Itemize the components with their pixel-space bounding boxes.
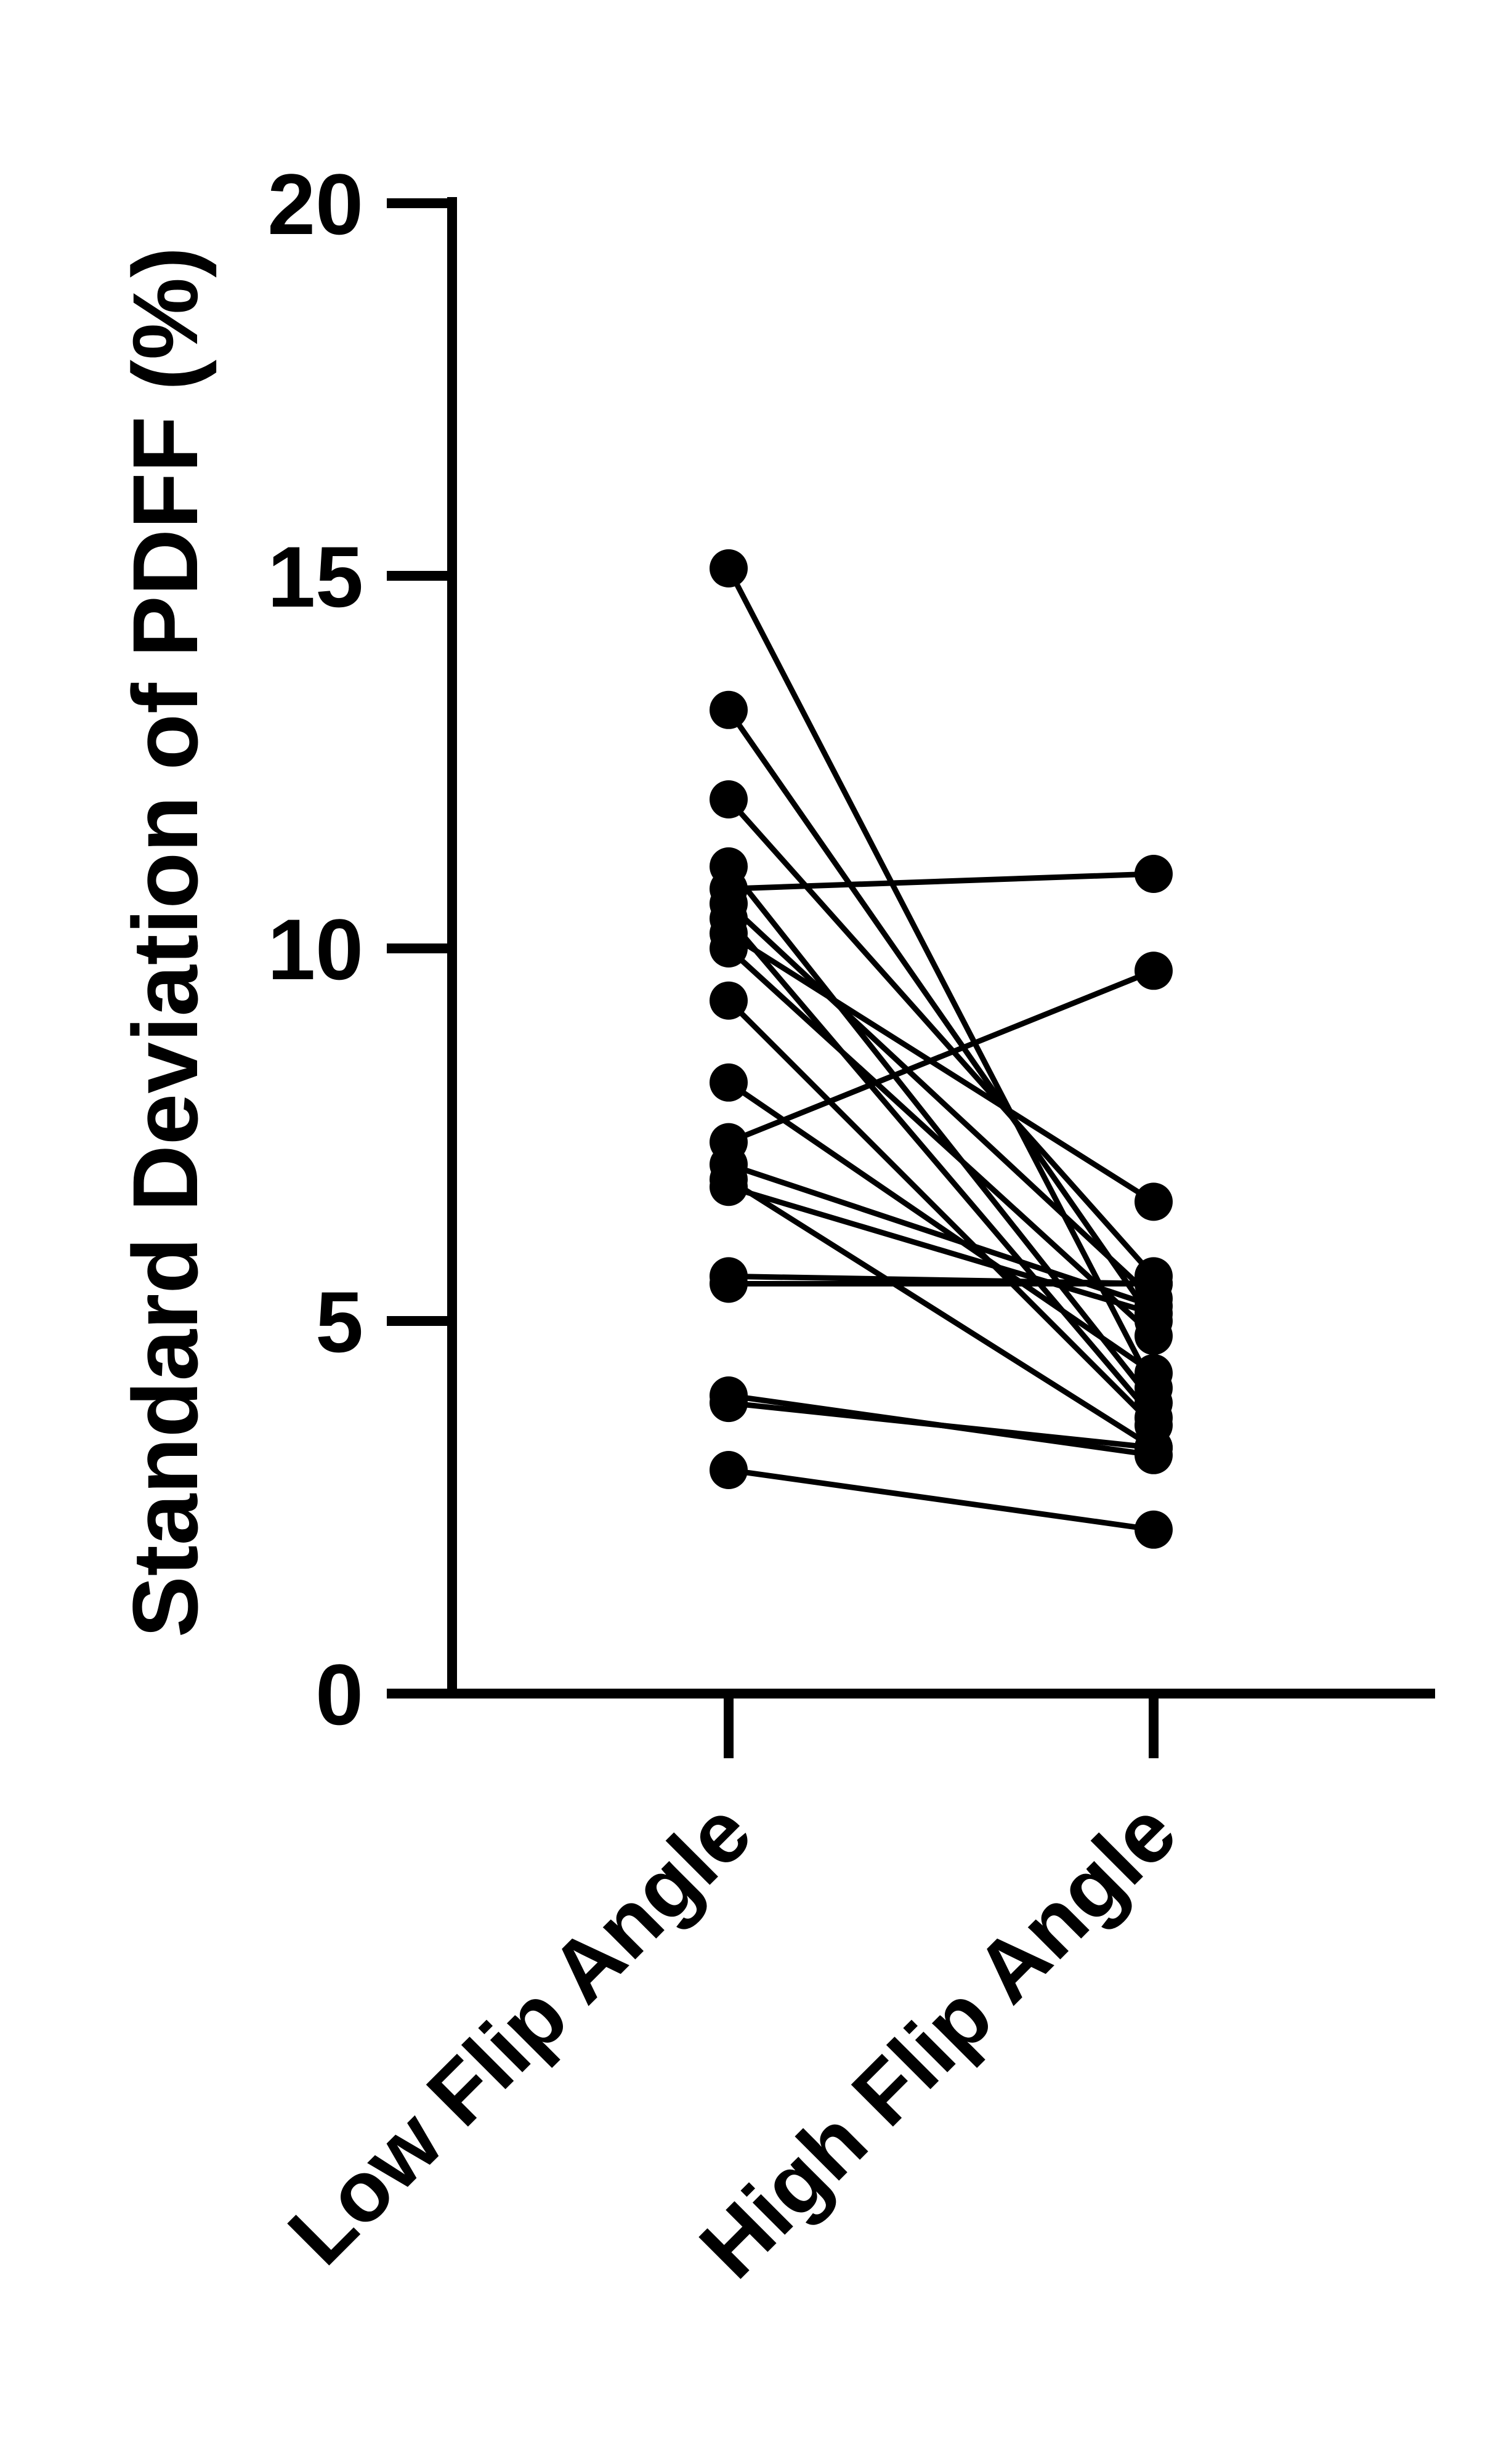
pair-line <box>726 798 1156 1278</box>
pair-line <box>728 1400 1154 1451</box>
pair-line <box>727 1080 1155 1376</box>
pair-line <box>726 567 1156 1389</box>
point-high-flip-angle <box>1135 1182 1173 1221</box>
pair-lines <box>726 567 1156 1533</box>
pair-line <box>726 902 1156 1301</box>
pair-line <box>726 946 1156 1338</box>
pair-line <box>728 1467 1154 1533</box>
point-high-flip-angle <box>1135 855 1173 893</box>
pair-line <box>728 871 1154 892</box>
pair-line <box>727 1184 1155 1317</box>
y-tick-label: 0 <box>315 1646 363 1743</box>
y-tick-label: 5 <box>315 1274 363 1370</box>
pair-line <box>727 931 1155 1205</box>
pair-line <box>726 708 1156 1323</box>
point-low-flip-angle <box>710 690 748 729</box>
point-low-flip-angle <box>710 981 748 1020</box>
point-low-flip-angle <box>710 1168 748 1206</box>
pair-line <box>726 865 1156 1405</box>
pair-line <box>726 998 1156 1428</box>
point-high-flip-angle <box>1135 1294 1173 1333</box>
point-low-flip-angle <box>710 1451 748 1489</box>
y-tick-label: 10 <box>267 901 363 998</box>
pair-line <box>727 968 1155 1145</box>
x-category-label: Low Flip Angle <box>270 1783 769 2282</box>
pair-line <box>727 1177 1155 1450</box>
point-low-flip-angle <box>710 929 748 967</box>
point-high-flip-angle <box>1135 951 1173 990</box>
y-axis-title: Standard Deviation of PDFF (%) <box>113 247 217 1638</box>
point-low-flip-angle <box>710 1063 748 1102</box>
point-low-flip-angle <box>710 1384 748 1423</box>
point-low-flip-angle <box>710 1264 748 1303</box>
pair-line <box>726 916 1156 1420</box>
data-points <box>710 549 1173 1549</box>
y-tick-label: 20 <box>267 156 363 252</box>
point-low-flip-angle <box>710 549 748 588</box>
point-high-flip-angle <box>1135 1428 1173 1467</box>
y-ticks: 0 5 10 15 20 <box>267 156 452 1743</box>
point-high-flip-angle <box>1135 1510 1173 1549</box>
point-high-flip-angle <box>1135 1354 1173 1392</box>
point-low-flip-angle <box>710 780 748 818</box>
point-high-flip-angle <box>1135 1264 1173 1303</box>
y-tick-label: 15 <box>267 528 363 625</box>
